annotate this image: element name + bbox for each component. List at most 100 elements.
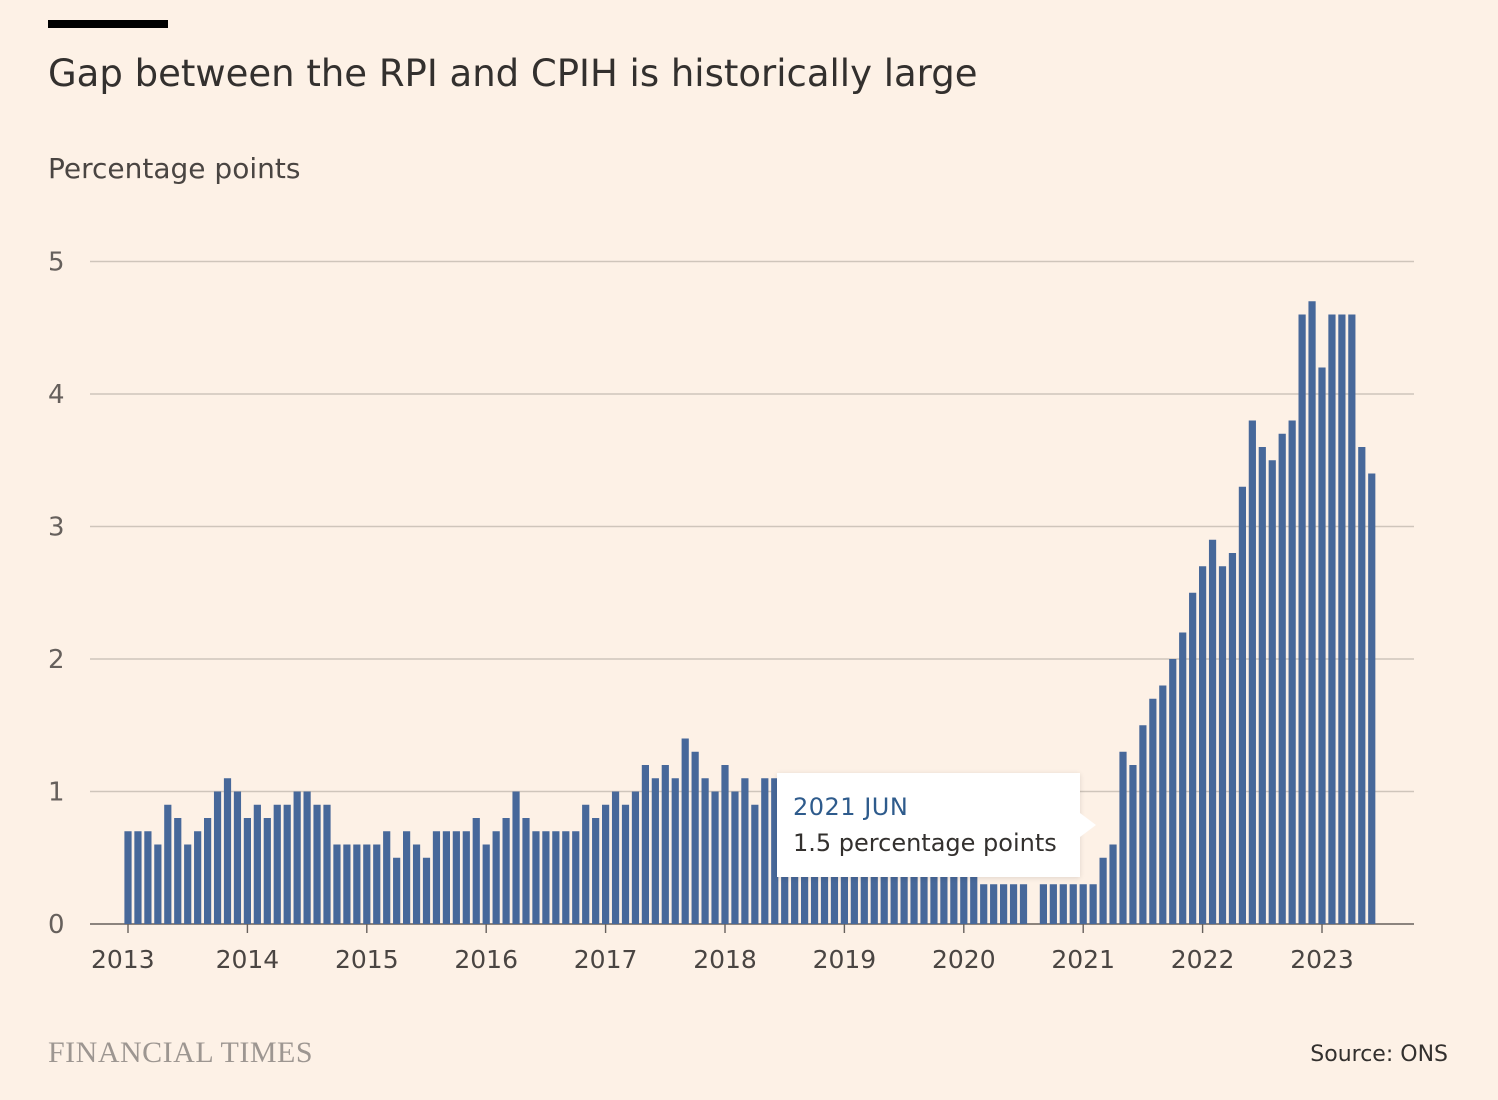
bar[interactable] [1358, 447, 1366, 924]
bar[interactable] [412, 844, 421, 925]
bar[interactable] [164, 804, 172, 924]
bar[interactable] [363, 844, 371, 925]
bar[interactable] [751, 804, 759, 924]
bar[interactable] [1228, 553, 1237, 924]
bar[interactable] [462, 831, 470, 924]
bar[interactable] [403, 831, 411, 924]
bar[interactable] [1328, 314, 1336, 925]
bar[interactable] [860, 831, 868, 924]
bar[interactable] [1288, 420, 1296, 925]
bar[interactable] [970, 871, 978, 924]
bar[interactable] [711, 791, 719, 925]
bar[interactable] [1189, 592, 1197, 924]
bar[interactable] [890, 844, 898, 925]
bar[interactable] [253, 804, 261, 924]
bar[interactable] [383, 831, 391, 924]
bar[interactable] [621, 804, 630, 924]
bar[interactable] [283, 804, 291, 924]
bar[interactable] [950, 857, 958, 924]
bar[interactable] [293, 791, 301, 925]
bar[interactable] [1009, 884, 1018, 924]
bar[interactable] [1049, 884, 1057, 924]
bar[interactable] [542, 831, 550, 924]
bar[interactable] [1019, 884, 1028, 924]
bar[interactable] [1218, 566, 1227, 924]
bar[interactable] [353, 844, 361, 925]
bar[interactable] [1139, 725, 1147, 924]
bar[interactable] [611, 791, 620, 925]
bar[interactable] [920, 844, 928, 925]
bar[interactable] [452, 831, 460, 924]
bar[interactable] [422, 857, 431, 924]
bar[interactable] [492, 831, 500, 924]
bar[interactable] [1159, 685, 1167, 925]
bar[interactable] [482, 844, 490, 925]
bar[interactable] [1308, 301, 1316, 924]
bar[interactable] [1149, 698, 1157, 924]
bar[interactable] [880, 844, 888, 925]
bar[interactable] [1348, 314, 1356, 925]
bar[interactable] [1039, 884, 1047, 924]
bar[interactable] [243, 818, 251, 924]
bar[interactable] [631, 791, 640, 925]
bar[interactable] [651, 778, 659, 924]
bar[interactable] [1238, 486, 1246, 924]
bar[interactable] [273, 804, 281, 924]
bar[interactable] [1298, 314, 1306, 925]
bar[interactable] [572, 831, 580, 924]
bar[interactable] [771, 778, 779, 924]
bar[interactable] [393, 857, 401, 924]
bar[interactable] [1278, 433, 1286, 924]
bar[interactable] [323, 804, 331, 924]
bar[interactable] [701, 778, 709, 924]
bar[interactable] [1268, 460, 1276, 924]
bar[interactable] [731, 791, 739, 925]
bar[interactable] [472, 818, 480, 924]
bar[interactable] [1199, 566, 1207, 924]
bar[interactable] [1059, 884, 1067, 924]
bar[interactable] [373, 844, 381, 925]
bar[interactable] [1119, 751, 1127, 924]
bar[interactable] [661, 765, 669, 924]
bar[interactable] [1109, 844, 1117, 925]
bar[interactable] [223, 778, 232, 924]
bar[interactable] [761, 778, 769, 924]
bar[interactable] [502, 818, 510, 924]
bar[interactable] [940, 857, 948, 924]
bar[interactable] [1338, 314, 1346, 925]
bar[interactable] [263, 818, 271, 924]
bar[interactable] [990, 884, 998, 924]
bar[interactable] [552, 831, 560, 924]
bar[interactable] [154, 844, 162, 925]
bar[interactable] [432, 831, 441, 924]
bar[interactable] [1368, 473, 1376, 925]
bar[interactable] [313, 804, 321, 924]
bar[interactable] [582, 804, 590, 924]
bar[interactable] [681, 738, 689, 925]
bar[interactable] [741, 778, 749, 924]
bar[interactable] [1208, 539, 1217, 924]
bar[interactable] [602, 804, 610, 924]
bar[interactable] [1179, 632, 1187, 925]
bar[interactable] [442, 831, 450, 924]
bar[interactable] [900, 844, 908, 925]
bar[interactable] [1169, 659, 1177, 924]
bar[interactable] [1099, 857, 1107, 924]
bar[interactable] [134, 831, 142, 924]
bar[interactable] [1248, 420, 1256, 925]
bar[interactable] [960, 871, 968, 924]
bar[interactable] [870, 831, 878, 924]
bar[interactable] [233, 791, 242, 925]
bar[interactable] [194, 831, 202, 924]
bar[interactable] [204, 818, 212, 924]
bar[interactable] [303, 791, 311, 925]
bar[interactable] [512, 791, 520, 925]
bar[interactable] [522, 818, 530, 924]
bar[interactable] [721, 765, 729, 924]
bar[interactable] [930, 844, 938, 925]
bar[interactable] [1079, 884, 1087, 924]
bar[interactable] [691, 751, 699, 924]
bar[interactable] [641, 765, 649, 924]
bar[interactable] [671, 778, 679, 924]
bar[interactable] [1129, 765, 1137, 924]
